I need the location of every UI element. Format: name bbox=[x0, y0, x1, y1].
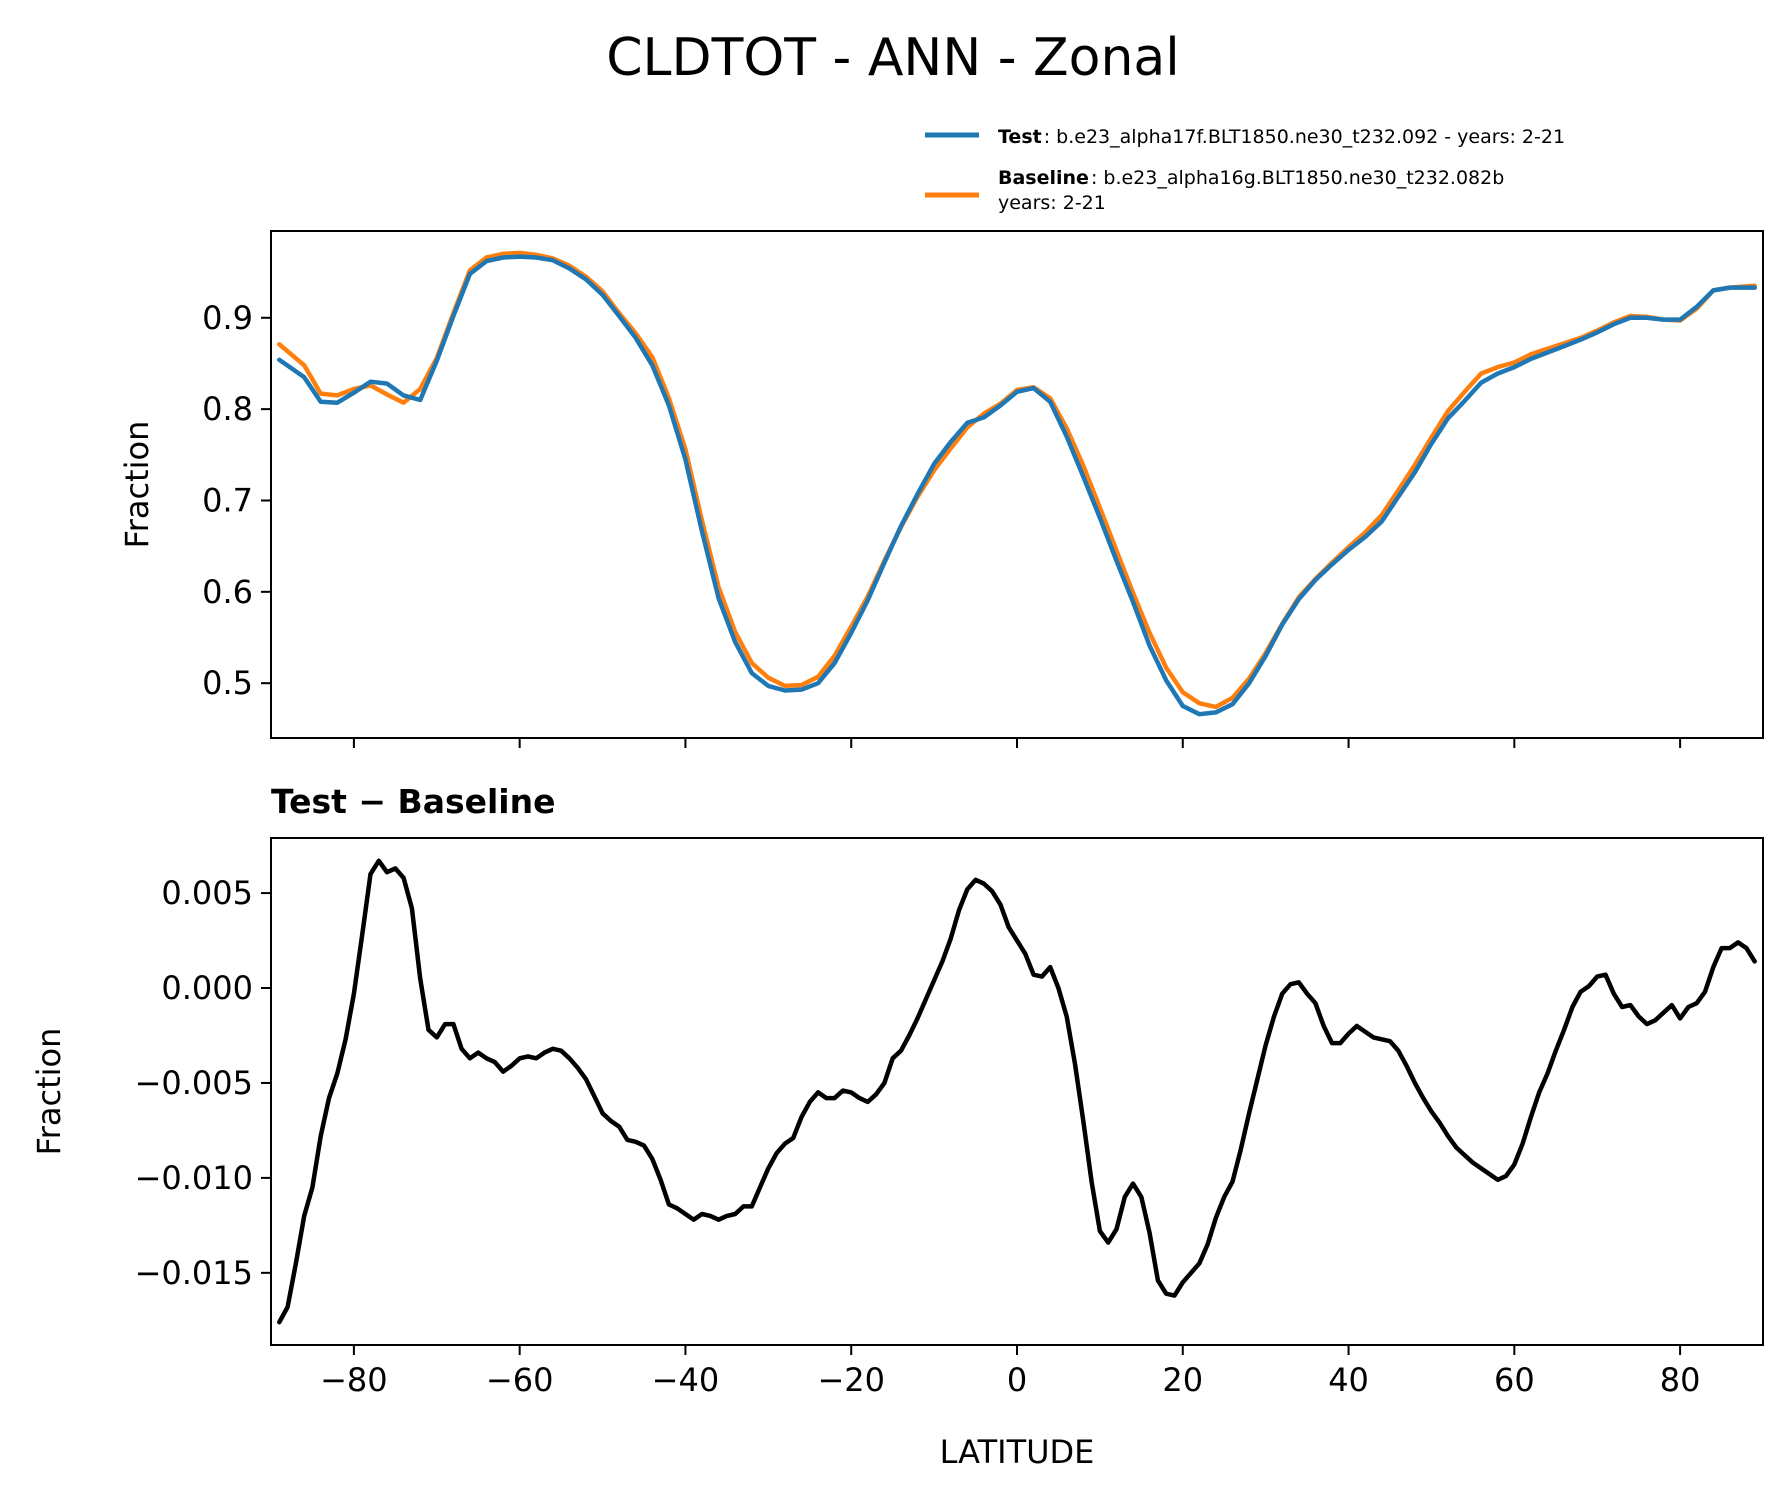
x-tick-label: 80 bbox=[1660, 1361, 1701, 1399]
y-tick-label: −0.010 bbox=[135, 1159, 253, 1197]
legend-label-baseline: Baseline: b.e23_alpha16g.BLT1850.ne30_t2… bbox=[998, 167, 1504, 214]
axes-frame bbox=[270, 230, 1764, 739]
legend: Test: b.e23_alpha17f.BLT1850.ne30_t232.0… bbox=[925, 126, 1565, 214]
x-axis-label: LATITUDE bbox=[940, 1433, 1095, 1471]
y-tick-label: 0.000 bbox=[161, 969, 253, 1007]
x-tick-label: 0 bbox=[1007, 1361, 1027, 1399]
panel-zonal-means: 0.5 0.6 0.7 0.8 0.9 Fraction bbox=[118, 230, 1764, 748]
panel-difference: −0.015 −0.010 −0.005 0.000 0.005 −80 −60 −40 −20… bbox=[30, 782, 1764, 1399]
x-tick-label: −20 bbox=[817, 1361, 885, 1399]
legend-label-test: Test: b.e23_alpha17f.BLT1850.ne30_t232.0… bbox=[998, 126, 1565, 148]
series-line-test-baseline bbox=[277, 858, 1757, 1325]
chart-title: CLDTOT - ANN - Zonal bbox=[606, 28, 1180, 88]
y-axis-label: Fraction bbox=[118, 421, 156, 549]
y-tick-label: 0.8 bbox=[202, 390, 253, 428]
series-line-test bbox=[277, 254, 1757, 717]
y-tick-label: −0.015 bbox=[135, 1254, 253, 1292]
y-tick-label: 0.5 bbox=[202, 664, 253, 702]
x-tick-label: 20 bbox=[1162, 1361, 1203, 1399]
y-tick-label: −0.005 bbox=[135, 1064, 253, 1102]
x-tick-label: 40 bbox=[1328, 1361, 1369, 1399]
series-line-baseline bbox=[277, 250, 1757, 710]
x-tick-label: 60 bbox=[1494, 1361, 1535, 1399]
x-tick-label: −80 bbox=[320, 1361, 388, 1399]
y-tick-label: 0.7 bbox=[202, 481, 253, 519]
x-tick-label: −60 bbox=[486, 1361, 554, 1399]
x-tick-label: −40 bbox=[652, 1361, 720, 1399]
y-tick-label: 0.6 bbox=[202, 573, 253, 611]
y-tick-label: 0.9 bbox=[202, 299, 253, 337]
y-axis-label: Fraction bbox=[30, 1028, 68, 1156]
y-tick-label: 0.005 bbox=[161, 874, 253, 912]
panel-subtitle: Test − Baseline bbox=[271, 782, 556, 821]
